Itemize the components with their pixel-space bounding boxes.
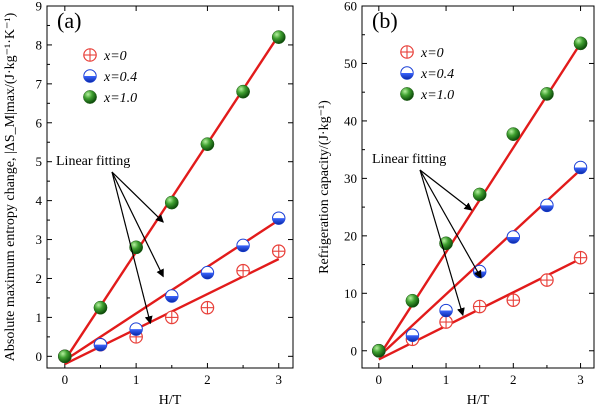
marker-half-fill: [165, 295, 178, 303]
x-tick-label: 2: [510, 372, 517, 387]
marker-half-fill: [406, 335, 419, 342]
panel-label: (b): [372, 8, 398, 33]
y-tick-label: 5: [36, 154, 43, 169]
y-tick-label: 40: [344, 113, 357, 128]
marker-sphere: [506, 127, 521, 141]
y-tick-label: 9: [36, 0, 43, 14]
x-tick-label: 3: [577, 372, 584, 387]
legend-label: x=0: [420, 46, 444, 61]
y-tick-label: 0: [36, 349, 43, 364]
marker-sphere: [405, 293, 420, 308]
panel-label: (a): [57, 8, 81, 33]
marker-half-fill: [83, 76, 97, 83]
x-tick-label: 0: [62, 372, 69, 387]
panel-a: 0 1 2 3 0 1 2 3 4 5 6 7 8 9 H/T Absolute maximum entrop…: [3, 0, 294, 408]
marker-half-fill: [129, 329, 143, 336]
y-tick-label: 8: [36, 37, 43, 52]
plot-frame: [46, 5, 294, 369]
y-tick-label: 2: [36, 271, 43, 286]
y-tick-label: 50: [344, 56, 357, 71]
x-tick-label: 0: [376, 372, 383, 387]
annotation-arrow: [419, 169, 482, 279]
marker-sphere: [93, 300, 108, 315]
annotation-arrow: [419, 169, 473, 211]
y-axis-title: Refrigeration capacity/(J·kg⁻¹): [317, 100, 332, 274]
marker-half-fill: [236, 245, 250, 252]
x-tick-label: 3: [275, 372, 282, 387]
marker-half-fill: [507, 236, 520, 244]
x-tick-label: 2: [204, 372, 211, 387]
marker-sphere: [83, 90, 97, 104]
plot-frame: [361, 5, 595, 369]
annotation-linear-fitting: Linear fitting: [372, 152, 446, 167]
marker-sphere: [57, 349, 72, 364]
marker-sphere: [200, 137, 215, 152]
legend-label: x=1.0: [420, 88, 454, 103]
marker-sphere: [236, 84, 250, 99]
marker-half-fill: [94, 344, 107, 351]
marker-half-fill: [201, 272, 214, 279]
marker-sphere: [371, 343, 386, 358]
marker-half-fill: [400, 73, 414, 80]
legend-label: x=0.4: [420, 67, 454, 82]
x-axis-title: H/T: [159, 393, 182, 408]
x-tick-label: 1: [133, 372, 140, 387]
y-tick-label: 0: [351, 343, 358, 358]
y-tick-label: 10: [344, 286, 357, 301]
legend-label: x=0.4: [103, 70, 137, 85]
y-axis-title: Absolute maximum entropy change, |ΔS_M|m…: [3, 12, 18, 361]
y-tick-label: 3: [36, 232, 43, 247]
y-tick-label: 6: [36, 115, 43, 130]
y-tick-label: 60: [344, 0, 357, 14]
marker-half-fill: [540, 205, 554, 212]
marker-sphere: [472, 187, 487, 202]
x-axis-title: H/T: [467, 393, 490, 408]
y-tick-label: 20: [344, 228, 357, 243]
y-tick-label: 7: [36, 76, 43, 91]
annotation-arrow: [111, 171, 153, 325]
annotation-arrow: [419, 169, 465, 317]
y-tick-label: 1: [36, 310, 43, 325]
marker-half-fill: [574, 167, 587, 174]
marker-half-fill: [439, 310, 453, 317]
marker-sphere: [129, 240, 143, 255]
marker-sphere: [400, 87, 414, 101]
marker-sphere: [573, 36, 588, 51]
annotation-arrow: [111, 171, 164, 278]
legend-label: x=1.0: [103, 91, 137, 106]
legend-label: x=0: [103, 49, 127, 64]
marker-sphere: [540, 87, 554, 101]
marker-sphere: [271, 30, 286, 44]
y-tick-label: 4: [36, 193, 43, 208]
marker-sphere: [164, 195, 179, 210]
y-tick-label: 30: [344, 171, 357, 186]
x-tick-label: 1: [443, 372, 450, 387]
annotation-arrow: [111, 171, 164, 223]
annotation-linear-fitting: Linear fitting: [56, 154, 130, 169]
marker-half-fill: [272, 218, 285, 225]
